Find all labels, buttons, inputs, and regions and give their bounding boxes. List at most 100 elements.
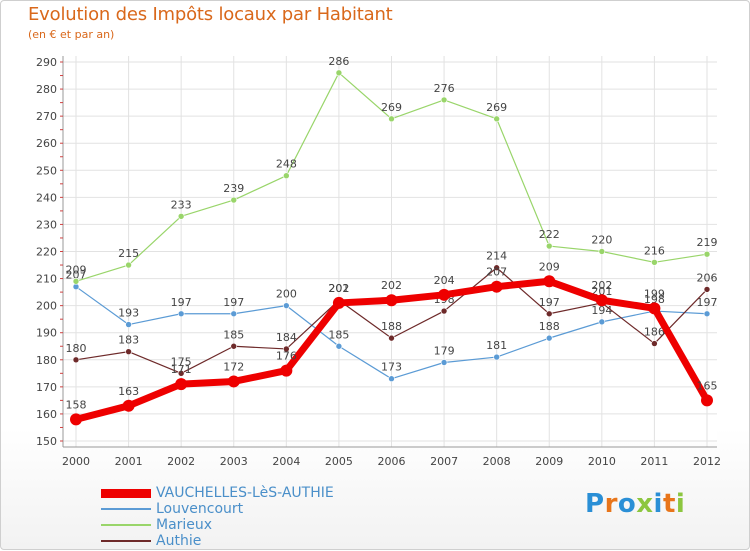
logo-letter: i xyxy=(675,489,686,519)
legend-item: Authie xyxy=(101,533,421,549)
legend-label: Louvencourt xyxy=(156,501,244,517)
y-tick-label: 170 xyxy=(36,381,57,394)
x-tick-label: 2011 xyxy=(640,455,668,468)
legend-swatch xyxy=(101,508,151,510)
data-point xyxy=(388,334,395,342)
data-point xyxy=(493,353,500,361)
y-tick-label: 260 xyxy=(36,137,57,150)
data-label: 216 xyxy=(644,244,665,257)
data-point xyxy=(175,378,188,391)
legend-swatch xyxy=(101,488,151,498)
data-point xyxy=(703,286,711,293)
data-point xyxy=(543,275,556,288)
data-label: 197 xyxy=(697,296,718,309)
data-label: 204 xyxy=(434,274,455,287)
data-point xyxy=(440,96,448,104)
data-point xyxy=(72,277,80,285)
data-point xyxy=(598,248,606,255)
y-tick-label: 290 xyxy=(36,56,57,69)
data-point xyxy=(280,364,293,377)
data-label: 193 xyxy=(118,307,139,320)
y-tick-label: 180 xyxy=(36,354,57,367)
y-tick-label: 280 xyxy=(36,83,57,96)
data-label: 200 xyxy=(276,288,297,301)
y-tick-label: 160 xyxy=(36,408,57,421)
data-label: 222 xyxy=(539,228,560,241)
legend-item: VAUCHELLES-LèS-AUTHIE xyxy=(101,485,421,501)
data-point xyxy=(122,399,135,412)
data-point xyxy=(125,261,132,269)
data-label: 207 xyxy=(486,266,507,279)
logo-letter: i xyxy=(653,489,663,519)
data-point xyxy=(388,375,395,383)
data-point xyxy=(595,294,608,307)
legend-label: Marieux xyxy=(156,517,213,533)
data-point xyxy=(125,321,132,328)
data-label: 248 xyxy=(276,158,297,171)
x-tick-label: 2003 xyxy=(220,455,248,468)
y-tick-label: 230 xyxy=(36,218,57,231)
data-label: 165 xyxy=(697,379,718,392)
y-tick-label: 190 xyxy=(36,327,57,340)
data-point xyxy=(388,115,395,123)
data-label: 207 xyxy=(66,269,87,282)
x-tick-label: 2009 xyxy=(535,455,563,468)
logo-letter: x xyxy=(636,489,654,519)
data-point xyxy=(703,310,711,318)
data-point xyxy=(227,375,240,388)
data-point xyxy=(335,69,343,77)
data-label: 202 xyxy=(591,279,612,292)
y-tick-label: 250 xyxy=(36,164,57,177)
data-label: 199 xyxy=(644,287,665,300)
data-point xyxy=(177,213,185,220)
data-point xyxy=(545,242,553,250)
data-point xyxy=(440,359,448,366)
data-label: 206 xyxy=(697,271,718,284)
data-label: 202 xyxy=(328,282,349,295)
x-tick-label: 2006 xyxy=(378,455,406,468)
x-tick-label: 2012 xyxy=(693,455,721,468)
x-tick-label: 2004 xyxy=(272,455,300,468)
logo-letter: P xyxy=(585,489,605,519)
data-point xyxy=(385,294,398,307)
logo-letter: o xyxy=(617,489,637,519)
chart-subtitle: (en € et par an) xyxy=(28,28,115,41)
data-point xyxy=(651,259,658,266)
data-label: 188 xyxy=(539,320,560,333)
data-point xyxy=(701,394,713,407)
data-label: 219 xyxy=(697,236,718,249)
y-tick-label: 220 xyxy=(36,246,57,259)
data-point xyxy=(438,288,451,301)
data-point xyxy=(598,318,606,326)
data-point xyxy=(545,310,553,318)
data-point xyxy=(230,310,238,318)
data-point xyxy=(177,310,185,318)
legend-label: VAUCHELLES-LèS-AUTHIE xyxy=(156,485,334,501)
proxiti-logo: Proxiti xyxy=(585,489,685,519)
data-point xyxy=(70,413,82,426)
data-label: 201 xyxy=(328,282,349,295)
x-tick-label: 2007 xyxy=(430,455,458,468)
data-point xyxy=(230,196,238,204)
data-point xyxy=(335,342,343,350)
data-point xyxy=(648,302,661,315)
legend-item: Louvencourt xyxy=(101,501,421,517)
data-label: 186 xyxy=(644,326,665,339)
data-label: 163 xyxy=(118,385,139,398)
data-label: 176 xyxy=(276,350,297,363)
data-point xyxy=(177,370,185,377)
data-label: 181 xyxy=(486,339,507,352)
legend-swatch xyxy=(101,540,151,542)
x-tick-label: 2010 xyxy=(588,455,616,468)
data-label: 185 xyxy=(328,328,349,341)
data-point xyxy=(283,172,290,179)
y-tick-label: 210 xyxy=(36,273,57,286)
data-point xyxy=(651,340,658,347)
data-label: 180 xyxy=(66,342,87,355)
y-tick-label: 150 xyxy=(36,435,57,448)
legend-swatch xyxy=(101,524,151,526)
data-label: 214 xyxy=(486,250,507,263)
y-tick-label: 200 xyxy=(36,300,57,313)
data-label: 209 xyxy=(66,263,87,276)
